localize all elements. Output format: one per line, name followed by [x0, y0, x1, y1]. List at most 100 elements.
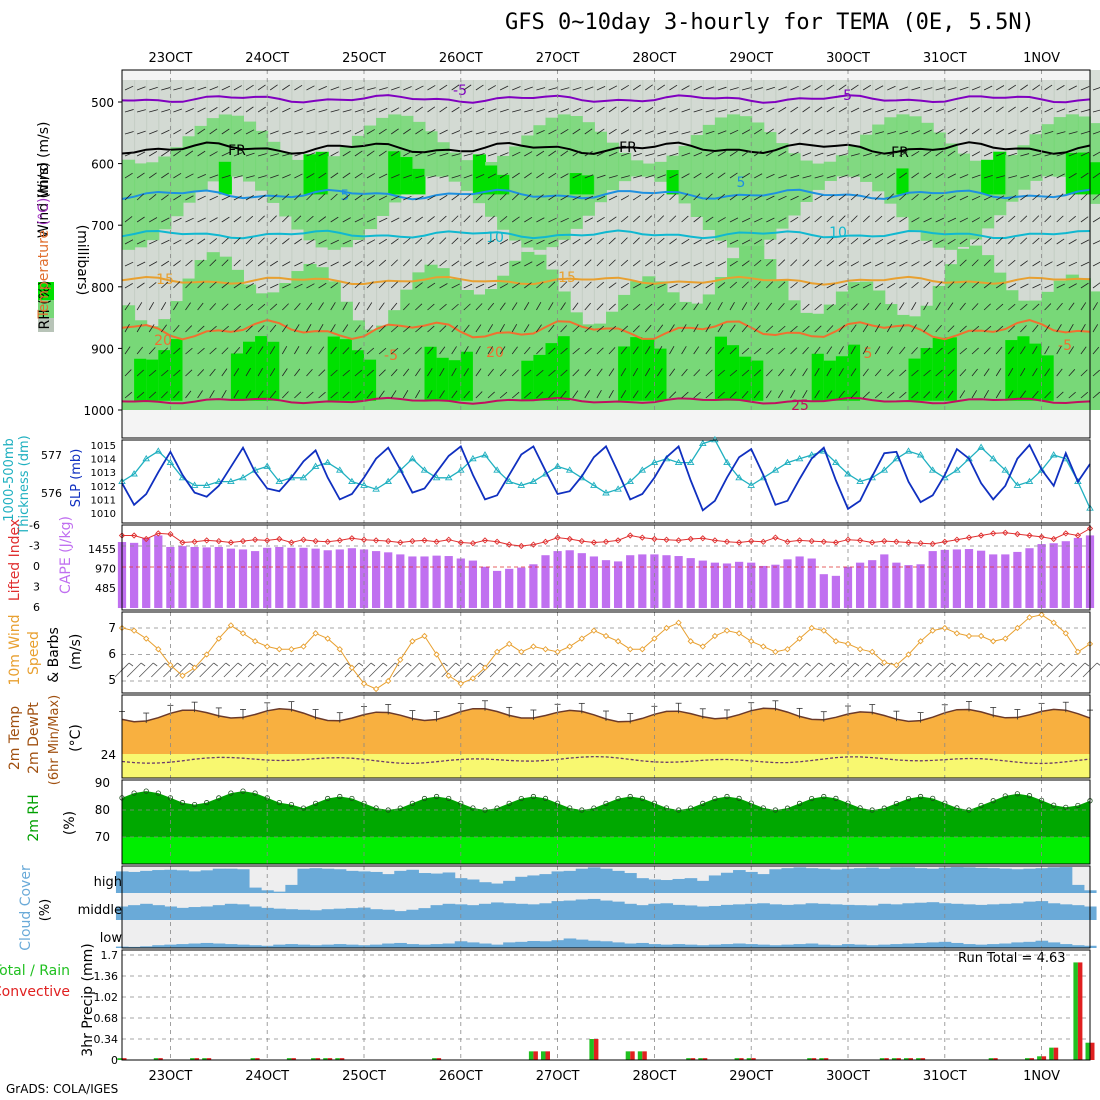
upper-wind-barb — [669, 261, 678, 267]
wind10m-barb — [1012, 662, 1017, 667]
thickness-point — [723, 458, 731, 466]
upper-wind-barb — [330, 151, 339, 157]
upper-wind-barb — [632, 106, 641, 113]
wind10m-barb — [562, 662, 577, 678]
thickness-point — [735, 473, 743, 481]
cloud-bar — [841, 904, 855, 920]
wind10m-barb — [828, 662, 844, 678]
wind10m-barb — [673, 662, 678, 667]
cloud-bar — [648, 879, 661, 893]
upper-wind-barb — [124, 172, 133, 179]
precip-total-bar — [879, 1058, 885, 1060]
precip-convective-bar — [158, 1058, 163, 1060]
lifted-index-point — [869, 539, 876, 546]
upper-wind-barb — [403, 128, 411, 135]
cape-bar — [529, 564, 538, 608]
wind-ylabel-1: 10m Wind — [7, 614, 23, 685]
cloud-bar — [914, 868, 928, 893]
rh2m-point — [252, 790, 258, 796]
wind10m-barb — [792, 662, 807, 678]
upper-wind-barb — [995, 282, 1004, 289]
upper-wind-barb — [148, 282, 157, 289]
upper-wind-barb — [935, 150, 944, 157]
upper-wind-barb — [270, 107, 279, 113]
cape-bar — [166, 546, 175, 608]
upper-wind-barb — [1020, 346, 1026, 355]
cloud-bar — [987, 944, 1000, 948]
upper-wind-barb — [766, 369, 773, 377]
upper-wind-barb — [1068, 391, 1076, 399]
upper-wind-barb — [657, 391, 664, 399]
upper-wind-barb — [149, 86, 158, 91]
upper-wind-barb — [330, 172, 339, 179]
upper-wind-barb — [983, 368, 990, 377]
cape-tick-label: 1455 — [88, 543, 116, 556]
wind10m-point — [820, 627, 827, 634]
upper-wind-barb — [983, 128, 992, 135]
upper-wind-barb — [221, 368, 228, 377]
upper-wind-barb — [790, 151, 799, 157]
contour-label: 5 — [737, 175, 746, 191]
thickness-point — [1049, 451, 1058, 458]
upper-wind-barb — [729, 194, 738, 201]
upper-wind-barb — [281, 324, 288, 333]
upper-wind-barb — [620, 390, 627, 399]
upper-wind-barb — [874, 324, 881, 333]
upper-wind-barb — [233, 195, 243, 201]
upper-wind-barb — [802, 195, 811, 201]
date-label-bottom: 30OCT — [826, 1069, 870, 1084]
wind10m-point — [772, 648, 779, 655]
upper-wind-barb — [415, 259, 423, 267]
wind10m-barb — [479, 662, 485, 667]
upper-wind-barb — [572, 369, 580, 377]
wind10m-point — [554, 648, 561, 655]
upper-wind-barb — [657, 215, 665, 223]
lifted-index-point — [215, 537, 222, 545]
slp-tick-label: 1015 — [91, 441, 116, 452]
lifted-index-point — [433, 538, 440, 545]
rh-fill-mid — [727, 114, 741, 248]
upper-wind-barb — [524, 369, 532, 377]
upper-wind-barb — [705, 346, 712, 355]
upper-wind-barb — [1032, 130, 1042, 135]
upper-wind-barb — [947, 347, 955, 355]
cloud-bar — [200, 942, 214, 948]
thickness-point — [674, 458, 683, 466]
upper-wind-barb — [802, 106, 811, 113]
precip-convective-bar — [339, 1058, 345, 1060]
cloud-bar — [370, 909, 383, 920]
upper-wind-barb — [899, 216, 908, 223]
upper-wind-barb — [221, 259, 229, 267]
wind10m-barb — [261, 662, 267, 667]
upper-wind-barb — [1032, 174, 1042, 179]
wind10m-point — [869, 648, 876, 655]
rh-fill-mid — [400, 289, 414, 410]
upper-wind-barb — [923, 129, 932, 135]
wind10m-barb — [649, 662, 654, 667]
wind10m-barb — [1034, 662, 1049, 678]
upper-wind-barb — [971, 151, 981, 157]
upper-wind-barb — [923, 347, 931, 355]
upper-wind-barb — [294, 238, 303, 245]
rh-fill-bright — [146, 359, 160, 401]
thickness-point — [481, 451, 489, 458]
precip-convective-bar — [206, 1058, 212, 1060]
cape-bar — [541, 555, 550, 608]
upper-wind-barb — [995, 216, 1004, 223]
upper-wind-barb — [354, 369, 363, 377]
rh-fill-bright — [533, 354, 547, 401]
cloud-bar — [624, 873, 637, 893]
rh2m-point — [917, 793, 924, 800]
upper-wind-barb — [148, 391, 157, 399]
upper-wind-barb — [923, 150, 932, 157]
cloud-bar — [793, 904, 807, 920]
wind10m-point — [493, 648, 501, 655]
rh-fill-light — [1090, 70, 1100, 410]
cape-bar — [759, 565, 768, 608]
upper-wind-barb — [1007, 368, 1014, 377]
upper-wind-barb — [475, 368, 482, 377]
upper-wind-barb — [850, 107, 860, 113]
upper-wind-barb — [463, 368, 469, 377]
rh-fill-bright — [1065, 153, 1079, 195]
upper-wind-barb — [391, 195, 400, 201]
